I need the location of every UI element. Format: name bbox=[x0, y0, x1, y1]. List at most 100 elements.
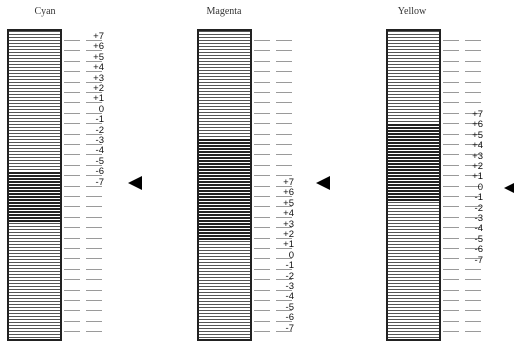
pattern-line bbox=[199, 286, 250, 287]
guide-line bbox=[64, 310, 80, 311]
guide-line bbox=[443, 40, 459, 41]
adjustment-label: +6 bbox=[472, 119, 483, 131]
guide-line bbox=[443, 113, 459, 114]
pattern-line bbox=[199, 124, 250, 125]
guide-line bbox=[465, 227, 481, 228]
guide-line bbox=[443, 290, 459, 291]
pattern-line bbox=[388, 133, 439, 135]
guide-line bbox=[64, 175, 80, 176]
selection-arrow-icon bbox=[128, 175, 142, 190]
pattern-line bbox=[199, 130, 250, 131]
pattern-line bbox=[199, 85, 250, 86]
pattern-line bbox=[199, 256, 250, 257]
pattern-line bbox=[388, 40, 439, 41]
pattern-line bbox=[9, 145, 60, 146]
guide-line bbox=[64, 134, 80, 135]
pattern-line bbox=[9, 190, 60, 192]
pattern-line bbox=[388, 73, 439, 74]
pattern-line bbox=[388, 175, 439, 177]
guide-line bbox=[64, 82, 80, 83]
guide-line bbox=[64, 113, 80, 114]
column-title-cyan: Cyan bbox=[34, 6, 56, 17]
adjustment-label: -1 bbox=[474, 192, 483, 204]
pattern-line bbox=[9, 118, 60, 119]
pattern-line bbox=[388, 331, 439, 332]
guide-line bbox=[254, 123, 270, 124]
guide-line bbox=[443, 165, 459, 166]
pattern-line bbox=[388, 127, 439, 129]
adjustment-label: +3 bbox=[472, 150, 483, 162]
pattern-line bbox=[199, 49, 250, 50]
guide-line bbox=[443, 175, 459, 176]
pattern-line bbox=[388, 319, 439, 320]
guide-line bbox=[465, 310, 481, 311]
pattern-line bbox=[199, 136, 250, 137]
pattern-line bbox=[9, 175, 60, 177]
pattern-line bbox=[199, 232, 250, 234]
guide-line bbox=[443, 269, 459, 270]
pattern-line bbox=[9, 73, 60, 74]
pattern-line bbox=[199, 223, 250, 225]
pattern-line bbox=[388, 262, 439, 263]
adjustment-label: -6 bbox=[474, 244, 483, 256]
guide-line bbox=[254, 92, 270, 93]
pattern-line bbox=[9, 334, 60, 335]
pattern-line bbox=[199, 190, 250, 192]
pattern-line bbox=[9, 316, 60, 317]
pattern-line bbox=[9, 259, 60, 260]
adjustment-label: +5 bbox=[472, 129, 483, 141]
guide-line bbox=[465, 206, 481, 207]
pattern-line bbox=[199, 211, 250, 213]
guide-line bbox=[86, 321, 102, 322]
pattern-line bbox=[9, 214, 60, 216]
guide-line bbox=[443, 50, 459, 51]
guide-line bbox=[86, 238, 102, 239]
pattern-line bbox=[388, 121, 439, 122]
pattern-line bbox=[9, 94, 60, 95]
pattern-line bbox=[388, 256, 439, 257]
pattern-line bbox=[9, 271, 60, 272]
guide-line bbox=[443, 331, 459, 332]
adjustment-label: +7 bbox=[283, 177, 294, 188]
selection-arrow-icon bbox=[316, 176, 330, 190]
pattern-line bbox=[388, 106, 439, 107]
pattern-line bbox=[388, 304, 439, 305]
pattern-line bbox=[388, 217, 439, 218]
guide-line bbox=[465, 102, 481, 103]
guide-line bbox=[86, 258, 102, 259]
guide-line bbox=[254, 310, 270, 311]
pattern-line bbox=[9, 103, 60, 104]
adjustment-label: -4 bbox=[474, 223, 483, 235]
guide-line bbox=[86, 102, 102, 103]
guide-line bbox=[64, 217, 80, 218]
guide-line bbox=[64, 196, 80, 197]
pattern-line bbox=[9, 133, 60, 134]
pattern-line bbox=[199, 43, 250, 44]
guide-line bbox=[276, 175, 292, 176]
pattern-line bbox=[9, 115, 60, 116]
adjustment-label: -6 bbox=[95, 166, 104, 178]
guide-line bbox=[64, 71, 80, 72]
pattern-line bbox=[388, 91, 439, 92]
guide-line bbox=[86, 331, 102, 332]
pattern-line bbox=[388, 205, 439, 206]
pattern-line bbox=[199, 37, 250, 38]
pattern-line bbox=[9, 328, 60, 329]
pattern-line bbox=[9, 202, 60, 204]
pattern-line bbox=[388, 325, 439, 326]
pattern-line bbox=[199, 262, 250, 263]
pattern-line bbox=[9, 247, 60, 248]
guide-line bbox=[276, 279, 292, 280]
guide-line bbox=[465, 269, 481, 270]
pattern-line bbox=[9, 79, 60, 80]
guide-line bbox=[254, 217, 270, 218]
pattern-line bbox=[9, 136, 60, 137]
guide-line bbox=[443, 321, 459, 322]
pattern-line bbox=[388, 235, 439, 236]
pattern-line bbox=[388, 151, 439, 153]
guide-line bbox=[254, 258, 270, 259]
pattern-line bbox=[199, 334, 250, 335]
pattern-line bbox=[199, 46, 250, 47]
pattern-line bbox=[9, 301, 60, 302]
adjustment-label: -2 bbox=[474, 202, 483, 214]
